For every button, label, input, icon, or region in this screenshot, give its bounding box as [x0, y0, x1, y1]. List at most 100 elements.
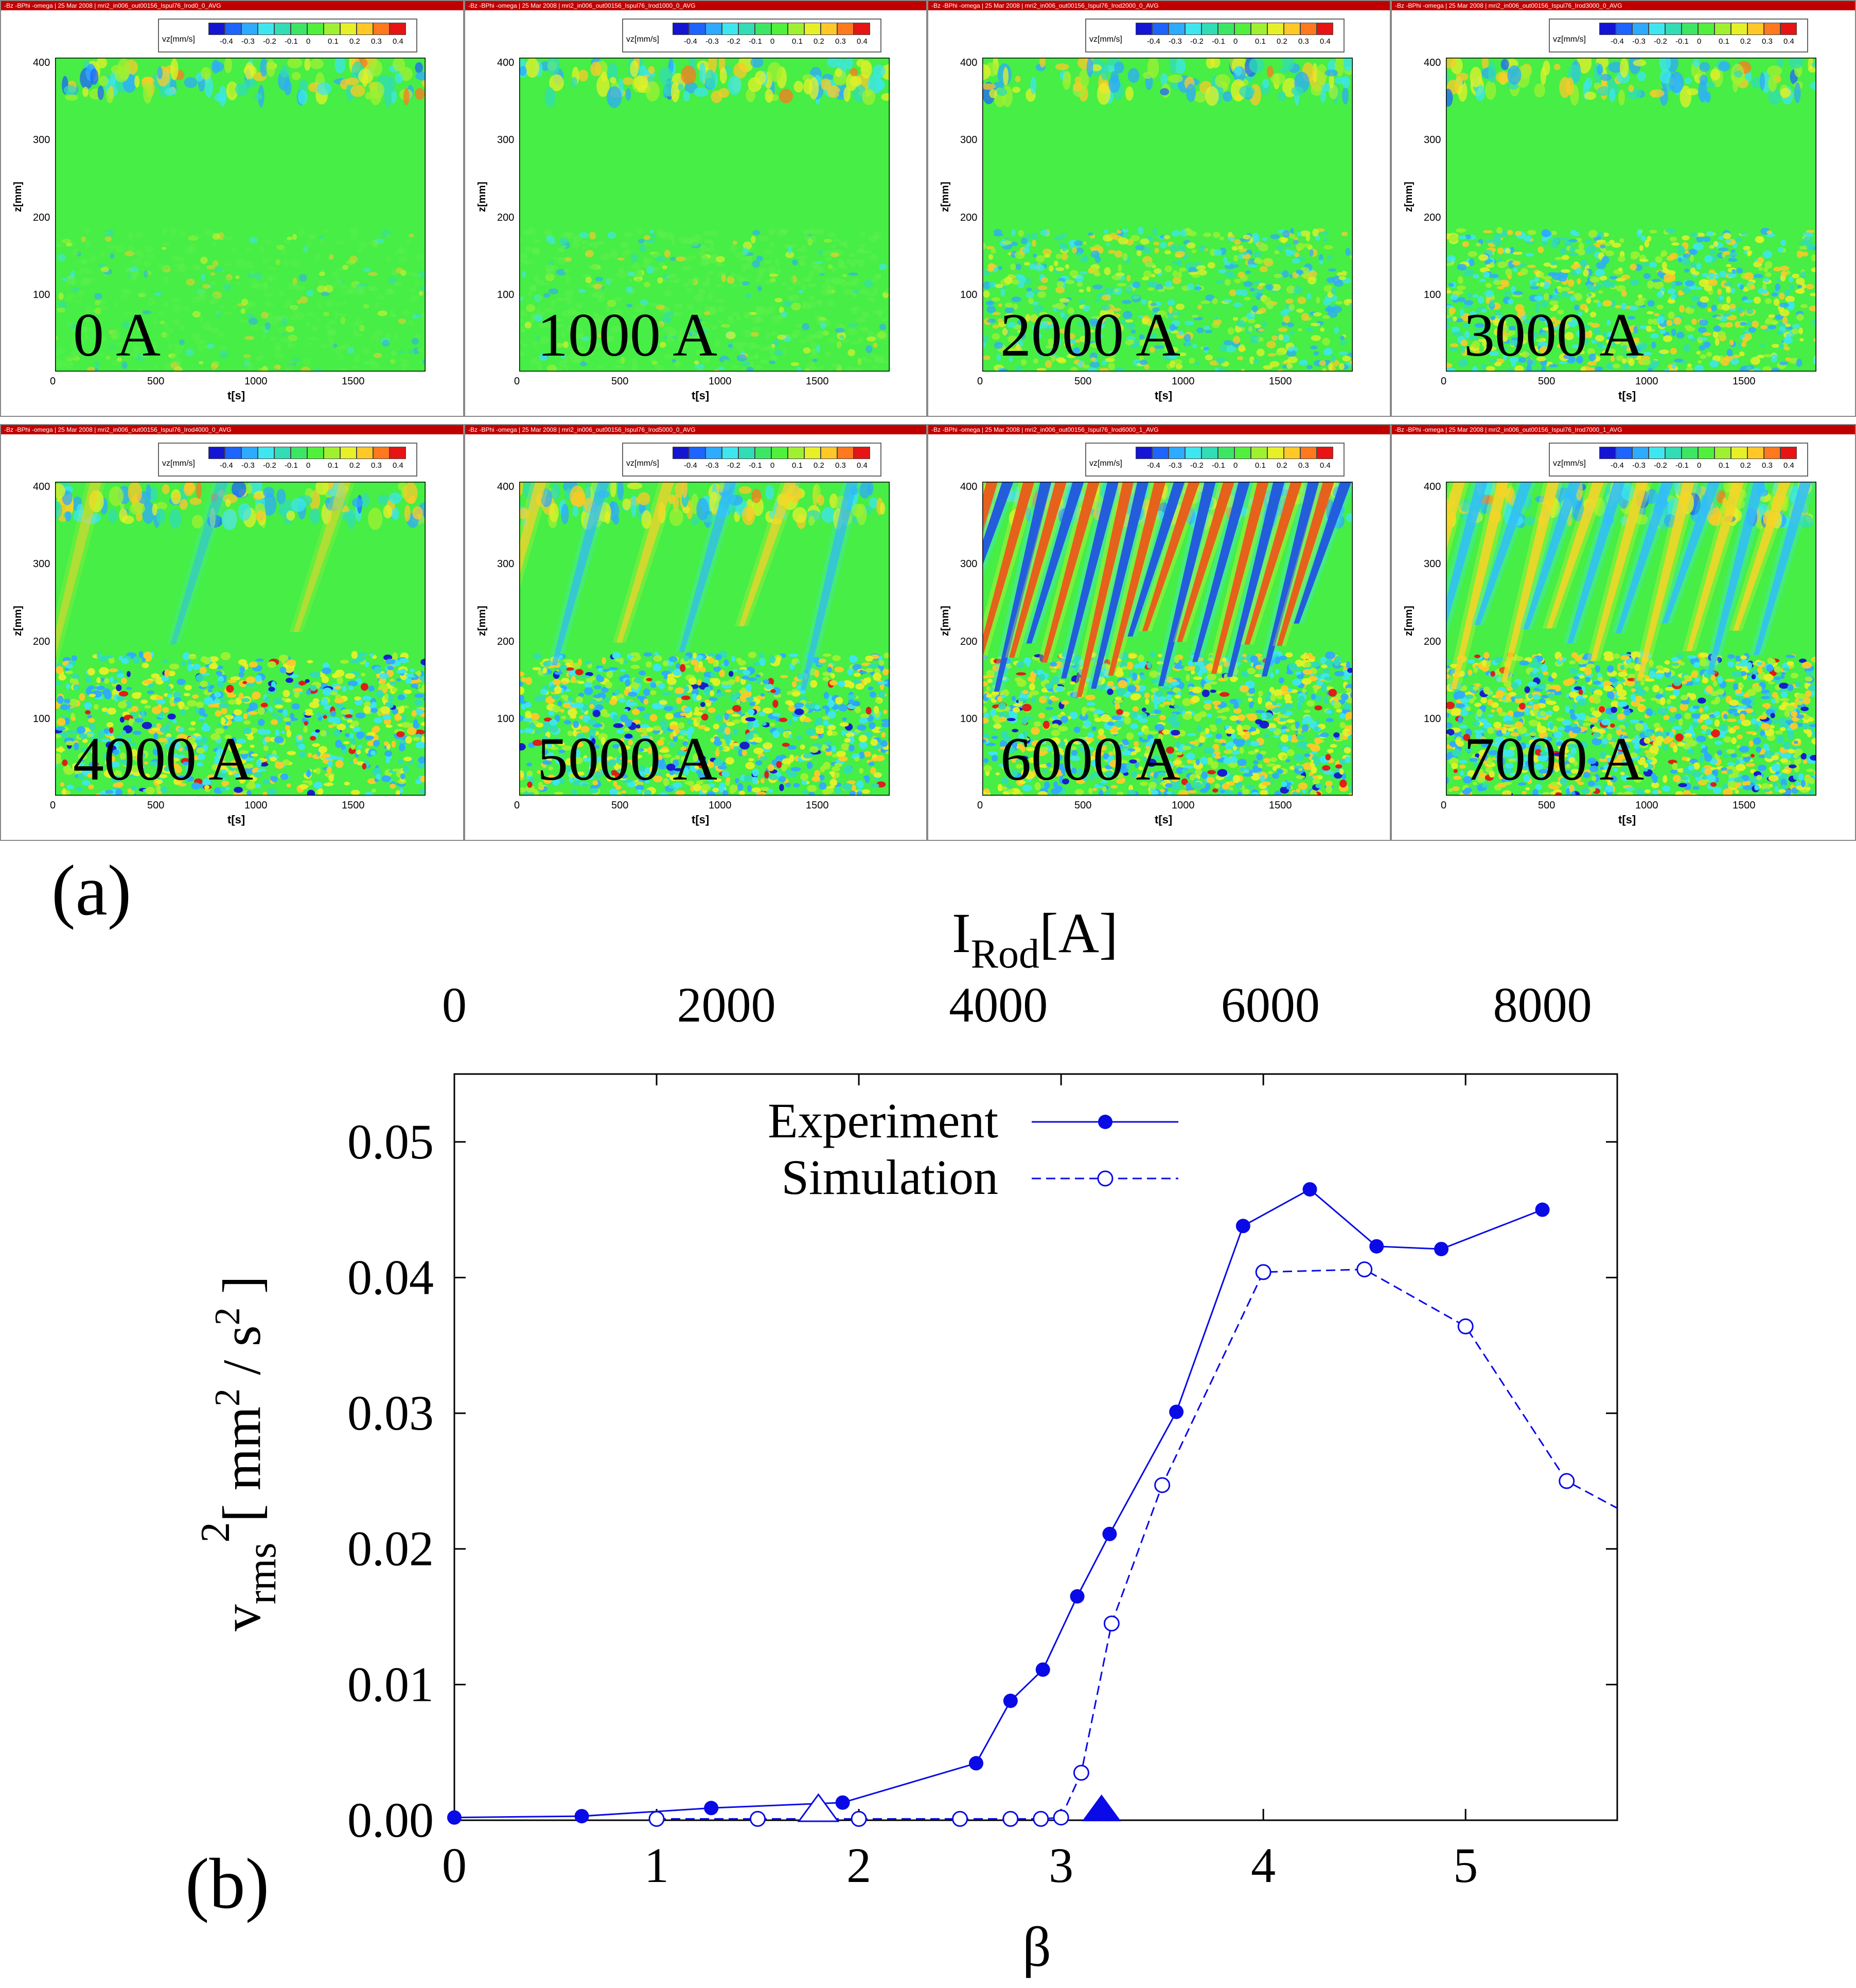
- colorbar-swatch: [1698, 23, 1714, 35]
- simulation-point: [952, 1810, 968, 1827]
- colorbar-tick-label: 0.1: [328, 37, 339, 46]
- current-label: 6000 A: [1000, 725, 1181, 793]
- colorbar-label: vz[mm/s]: [1553, 459, 1586, 468]
- simulation-point: [1103, 1615, 1120, 1632]
- colorbar-tick-label: 0: [770, 461, 775, 470]
- colorbar-label: vz[mm/s]: [626, 35, 659, 44]
- x-tick-label: 1500: [1733, 800, 1756, 811]
- colorbar-tick-label: 0.1: [1719, 37, 1729, 46]
- simulation-point: [1002, 1810, 1019, 1827]
- colorbar-swatch: [689, 447, 705, 459]
- colorbar-swatch: [1747, 23, 1764, 35]
- colorbar-legend: vz[mm/s] -0.4 -0.3 -0.2 -0.1 0 0.1 0.2 0.3 0.4: [1085, 19, 1345, 52]
- colorbar-tick-label: 0: [770, 37, 775, 46]
- colorbar-swatch: [1780, 447, 1797, 459]
- x-tick-label: 0: [50, 800, 56, 811]
- x-tick-label: 0: [977, 800, 983, 811]
- x-axis-label: t[s]: [1618, 813, 1636, 826]
- colorbar-swatch: [1616, 447, 1632, 459]
- y-tick-label: 100: [1424, 289, 1441, 301]
- y-tick-label: 300: [497, 558, 515, 570]
- y-tick-label: 0.04: [347, 1250, 434, 1305]
- colorbar-swatch: [1649, 447, 1665, 459]
- colorbar-tick-label: -0.2: [1190, 461, 1204, 470]
- y-tick-label: 200: [1424, 636, 1441, 647]
- simulation-point: [648, 1810, 665, 1827]
- colorbar-tick-label: 0.4: [857, 37, 868, 46]
- colorbar-swatch: [340, 447, 357, 459]
- colorbar-swatch: [1317, 447, 1333, 459]
- colorbar-swatch: [1267, 447, 1284, 459]
- colorbar-tick-label: -0.4: [684, 37, 697, 46]
- current-label: 1000 A: [537, 301, 718, 369]
- experiment-point: [574, 1809, 589, 1824]
- x-tick-label: 500: [1074, 800, 1092, 811]
- colorbar-swatch: [1169, 447, 1185, 459]
- colorbar-tick-label: -0.4: [1147, 37, 1160, 46]
- colorbar-tick-label: -0.3: [241, 461, 255, 470]
- colorbar-tick-label: 0.3: [1762, 461, 1773, 470]
- contour-plot: [1446, 58, 1816, 372]
- y-tick-label: 0.01: [347, 1657, 434, 1712]
- colorbar-tick-label: 0.1: [1255, 461, 1266, 470]
- colorbar-swatch: [1152, 447, 1169, 459]
- current-label: 0 A: [73, 301, 161, 369]
- plot-frame: [453, 1073, 1618, 1821]
- colorbar-swatch: [1616, 23, 1632, 35]
- contour-panel: -Bz -BPhi -omega | 25 Mar 2008 | mri2_in…: [0, 0, 464, 417]
- colorbar-swatch: [225, 23, 241, 35]
- x-tick-label: 0: [977, 376, 983, 387]
- x-tick-label: 0: [1441, 800, 1447, 811]
- panel-title-bar: -Bz -BPhi -omega | 25 Mar 2008 | mri2_in…: [928, 425, 1390, 434]
- contour-plot: [519, 58, 890, 372]
- y-axis-label: z[mm]: [476, 182, 488, 212]
- contour-panel: -Bz -BPhi -omega | 25 Mar 2008 | mri2_in…: [927, 424, 1391, 841]
- colorbar-tick-label: -0.4: [1147, 461, 1160, 470]
- panel-title-bar: -Bz -BPhi -omega | 25 Mar 2008 | mri2_in…: [1392, 425, 1855, 434]
- colorbar-swatch: [208, 447, 225, 459]
- y-tick-label: 400: [1424, 481, 1441, 493]
- colorbar-tick-label: 0.1: [792, 37, 803, 46]
- colorbar-tick-label: -0.1: [1212, 461, 1225, 470]
- colorbar-swatch: [821, 23, 837, 35]
- y-tick-label: 400: [33, 481, 50, 493]
- y-tick-label: 300: [960, 134, 978, 146]
- legend-simulation-label: Simulation: [782, 1150, 998, 1205]
- colorbar-swatch: [673, 447, 689, 459]
- contour-plot: [982, 58, 1353, 372]
- colorbar-swatch: [1665, 23, 1682, 35]
- colorbar-tick-label: -0.1: [749, 37, 762, 46]
- current-label: 7000 A: [1464, 725, 1645, 793]
- top-axis-label: IRod[A]: [952, 902, 1118, 977]
- colorbar-swatch: [373, 447, 390, 459]
- y-tick-label: 300: [1424, 134, 1441, 146]
- y-tick-label: 200: [497, 212, 515, 223]
- y-tick-label: 0.02: [347, 1521, 434, 1576]
- x-tick-label: 3: [1049, 1838, 1073, 1893]
- colorbar-tick-label: 0.1: [1255, 37, 1266, 46]
- x-tick-label: 1500: [806, 800, 829, 811]
- colorbar-swatch: [274, 447, 291, 459]
- x-tick-label: 1000: [1172, 800, 1195, 811]
- colorbar-swatch: [1665, 447, 1682, 459]
- colorbar-swatch: [705, 23, 722, 35]
- simulation-point: [1457, 1318, 1474, 1334]
- y-tick-label: 400: [497, 481, 515, 493]
- colorbar-swatch: [1300, 23, 1317, 35]
- x-tick-label: 0: [514, 376, 520, 387]
- colorbar-tick-label: 0.4: [1320, 461, 1331, 470]
- colorbar-swatch: [307, 447, 324, 459]
- colorbar-swatch: [1698, 447, 1714, 459]
- colorbar-swatch: [291, 447, 307, 459]
- y-tick-label: 100: [33, 713, 50, 725]
- x-axis-label: β: [1022, 1915, 1051, 1978]
- y-tick-label: 300: [960, 558, 978, 570]
- x-tick-label: 1500: [1269, 376, 1292, 387]
- x-tick-label: 5: [1453, 1838, 1478, 1893]
- experiment-point: [704, 1801, 719, 1816]
- colorbar-tick-label: 0.3: [371, 461, 382, 470]
- colorbar-tick-label: -0.2: [263, 461, 276, 470]
- y-tick-label: 400: [960, 57, 978, 69]
- x-tick-label: 1500: [342, 800, 365, 811]
- colorbar-tick-label: 0.2: [814, 461, 824, 470]
